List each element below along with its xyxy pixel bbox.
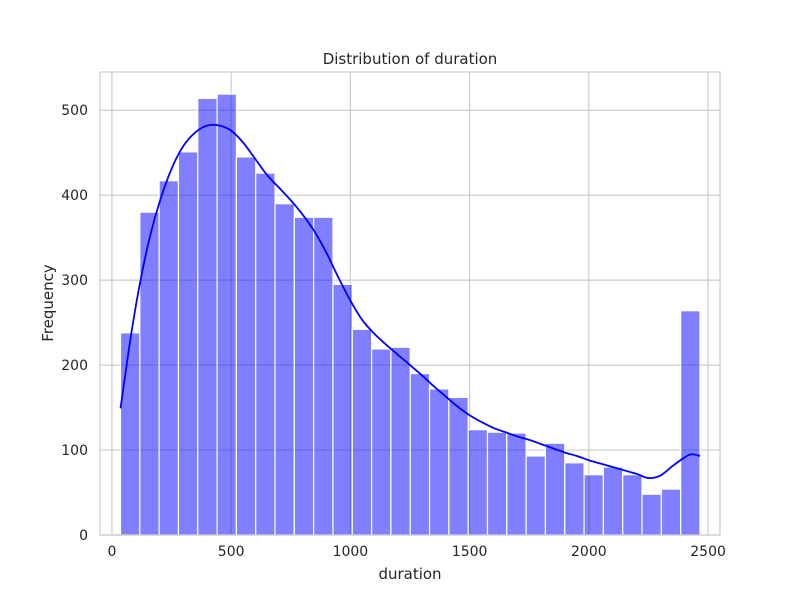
histogram-bar xyxy=(139,211,160,536)
histogram-bar xyxy=(255,172,276,536)
histogram-bar xyxy=(177,151,199,536)
histogram-bar xyxy=(525,455,547,536)
histogram-bar xyxy=(332,283,353,536)
tick-labels: 0 500 1000 1500 2000 2500 0 100 200 300 400 500 xyxy=(61,103,726,560)
histogram-bar xyxy=(158,180,180,536)
histogram-bar xyxy=(680,310,701,536)
y-axis-label: Frequency xyxy=(39,264,57,342)
histogram-bar xyxy=(622,474,643,536)
histogram-bar xyxy=(390,346,411,536)
x-tick-label: 2000 xyxy=(571,544,607,560)
chart-title: Distribution of duration xyxy=(323,50,498,68)
x-tick-label: 1500 xyxy=(452,544,488,560)
x-tick-label: 1000 xyxy=(333,544,369,560)
histogram-bar xyxy=(544,442,566,536)
histogram-bar xyxy=(486,431,508,536)
histogram-bar xyxy=(506,432,527,536)
y-tick-label: 400 xyxy=(61,188,88,204)
kde-curve-layer xyxy=(119,123,701,480)
kde-line xyxy=(119,123,701,480)
histogram-bar xyxy=(197,97,218,536)
histogram-bar xyxy=(428,388,450,536)
histogram-bar xyxy=(660,488,682,536)
y-tick-label: 0 xyxy=(79,528,88,544)
y-tick-label: 100 xyxy=(61,443,88,459)
histogram-bar xyxy=(293,216,315,536)
x-axis-label: duration xyxy=(378,565,441,583)
histogram-bar xyxy=(602,466,624,536)
y-tick-label: 500 xyxy=(61,103,88,119)
histogram-bar xyxy=(119,332,141,536)
histogram-bar xyxy=(583,474,604,536)
histogram-bar xyxy=(235,156,257,536)
x-tick-label: 500 xyxy=(218,544,245,560)
histogram-bar xyxy=(467,429,489,536)
histogram-bar xyxy=(371,348,392,536)
histogram-bar xyxy=(564,462,585,536)
histogram-bar xyxy=(216,93,237,536)
y-tick-label: 200 xyxy=(61,358,88,374)
histogram-bar xyxy=(351,328,373,536)
histogram-bar xyxy=(313,216,334,536)
x-tick-label: 0 xyxy=(107,544,116,560)
x-tick-label: 2500 xyxy=(690,544,726,560)
histogram-bar xyxy=(274,203,295,536)
plot-frame xyxy=(99,71,721,536)
histogram-bar xyxy=(448,396,469,536)
histogram-bar xyxy=(409,372,431,536)
histogram-bar xyxy=(641,493,662,536)
y-tick-label: 300 xyxy=(61,273,88,289)
